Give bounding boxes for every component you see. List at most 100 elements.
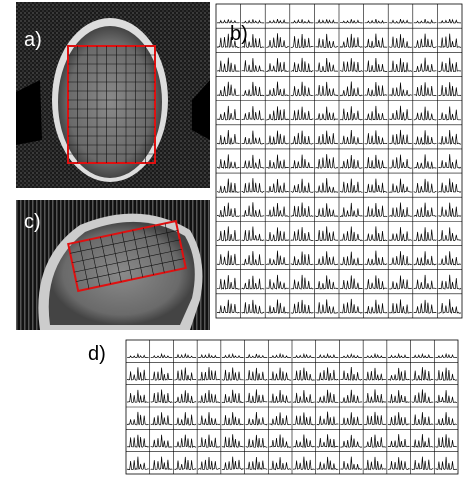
spectrum <box>315 299 339 314</box>
spectrum <box>438 299 461 314</box>
spectrum <box>241 299 265 314</box>
spectrum <box>364 33 388 49</box>
shadow <box>192 80 210 140</box>
spectrum <box>364 367 386 381</box>
spectrum <box>339 81 363 97</box>
panel-c: c) <box>16 200 210 330</box>
spectrum <box>266 106 290 121</box>
spectrum <box>266 299 290 314</box>
spectrum <box>198 412 221 426</box>
spectrum <box>389 105 412 121</box>
spectrum <box>221 456 244 470</box>
spectrum <box>174 456 197 471</box>
grid-line <box>76 258 184 282</box>
spectrum <box>126 411 149 426</box>
spectrum <box>221 352 244 358</box>
spectrum <box>413 299 437 314</box>
spectrum <box>387 434 410 448</box>
spectrum <box>413 154 437 169</box>
spectrum <box>198 352 220 358</box>
spectrum <box>316 352 339 359</box>
spectrum <box>315 18 339 24</box>
spectrum <box>241 251 265 266</box>
spectrum <box>216 178 240 193</box>
spectrum <box>364 178 388 194</box>
spectrum <box>241 58 265 73</box>
spectrum <box>150 352 173 358</box>
spectrum <box>389 202 412 218</box>
spectrum <box>387 352 410 359</box>
spectrum <box>266 274 289 290</box>
spectrum <box>290 178 314 193</box>
spectrum <box>290 227 314 242</box>
spectrum <box>266 202 289 217</box>
spectrum <box>363 411 387 426</box>
grid-line <box>89 239 101 287</box>
spectrum <box>339 178 363 193</box>
spectrum <box>413 227 437 242</box>
spectrum <box>438 178 462 193</box>
spectrum <box>387 412 410 426</box>
panel-b <box>215 3 463 319</box>
spectrum <box>266 154 289 169</box>
spectrum <box>266 227 290 242</box>
spectrum <box>216 154 240 169</box>
spectrum <box>217 226 240 242</box>
spectrum <box>216 250 240 266</box>
spectrum <box>413 178 437 193</box>
spectrum <box>292 390 315 403</box>
spectrum <box>387 390 410 404</box>
spectrum <box>150 367 173 381</box>
spectrum <box>388 227 412 242</box>
spectrum <box>339 202 363 218</box>
spectrum <box>339 298 363 314</box>
spectrum <box>413 274 437 290</box>
spectrum <box>389 251 412 266</box>
spectrum <box>389 58 413 73</box>
spectrum <box>150 389 173 404</box>
spectrum <box>315 251 339 266</box>
spectrum <box>389 82 412 97</box>
spectrum <box>438 154 462 169</box>
spectrum <box>269 434 292 448</box>
spectrum <box>438 33 462 48</box>
panel-label: b) <box>230 23 248 45</box>
spectrum <box>413 106 437 121</box>
spectrum <box>290 299 314 314</box>
spectrum <box>316 389 339 404</box>
spectrum <box>413 251 437 266</box>
spectrum <box>290 202 314 218</box>
spectrum <box>389 34 412 49</box>
spectrum <box>438 106 461 121</box>
spectrum <box>174 390 197 404</box>
spectrum <box>340 412 363 426</box>
spectrum <box>364 275 388 290</box>
spectrum <box>290 81 314 97</box>
spectrum <box>435 412 458 426</box>
spectrum <box>316 411 339 426</box>
spectrum <box>413 18 437 24</box>
spectrum <box>266 250 289 266</box>
spectrum <box>241 106 265 121</box>
spectrum <box>387 457 410 471</box>
spectrum <box>221 412 244 426</box>
grid-line <box>153 225 165 273</box>
spectrum <box>340 366 363 381</box>
spectrum <box>315 178 338 193</box>
spectrum <box>413 82 437 97</box>
spectrum <box>292 352 315 358</box>
spectrum <box>241 178 265 193</box>
spectrum <box>438 274 462 290</box>
spectrum <box>127 352 149 358</box>
spectrum <box>293 367 315 381</box>
spectrum <box>265 81 289 97</box>
spectrum <box>315 226 339 242</box>
grid-line <box>74 248 182 273</box>
spectrum <box>387 367 410 381</box>
spectrum <box>221 389 244 404</box>
spectrum <box>364 154 388 169</box>
spectrum <box>245 456 268 471</box>
spectrum <box>438 18 461 24</box>
spectrum <box>221 434 244 448</box>
